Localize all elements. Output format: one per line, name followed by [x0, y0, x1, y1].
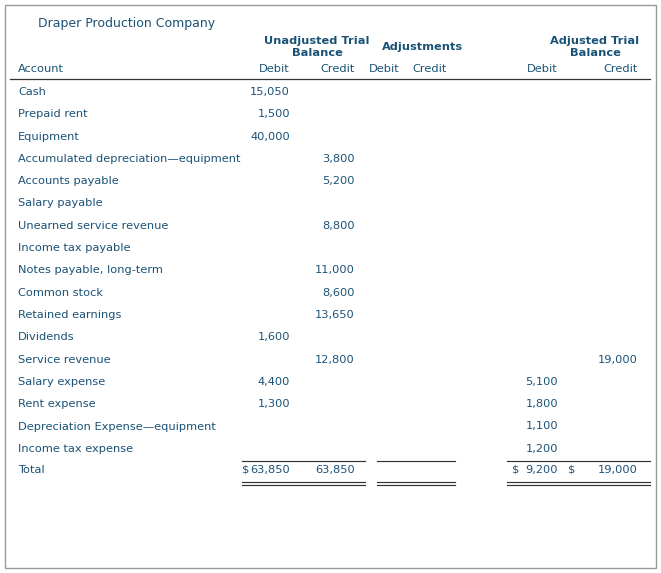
- Text: Debit: Debit: [527, 64, 558, 74]
- Text: Cash: Cash: [18, 87, 46, 97]
- Text: Service revenue: Service revenue: [18, 355, 110, 364]
- Text: 9,200: 9,200: [525, 465, 558, 475]
- Text: 40,000: 40,000: [251, 132, 290, 142]
- Text: Accumulated depreciation—equipment: Accumulated depreciation—equipment: [18, 154, 241, 164]
- Text: $: $: [568, 465, 575, 475]
- FancyBboxPatch shape: [5, 5, 656, 568]
- Text: Salary payable: Salary payable: [18, 198, 102, 209]
- Text: Unearned service revenue: Unearned service revenue: [18, 221, 169, 231]
- Text: Account: Account: [18, 64, 64, 74]
- Text: 12,800: 12,800: [315, 355, 355, 364]
- Text: Debit: Debit: [259, 64, 290, 74]
- Text: Salary expense: Salary expense: [18, 377, 105, 387]
- Text: 3,800: 3,800: [323, 154, 355, 164]
- Text: Unadjusted Trial
Balance: Unadjusted Trial Balance: [264, 36, 369, 58]
- Text: 8,800: 8,800: [323, 221, 355, 231]
- Text: 11,000: 11,000: [315, 265, 355, 276]
- Text: 1,600: 1,600: [258, 332, 290, 342]
- Text: Dividends: Dividends: [18, 332, 75, 342]
- Text: Adjustments: Adjustments: [383, 42, 463, 52]
- Text: 1,800: 1,800: [525, 399, 558, 409]
- Text: Income tax payable: Income tax payable: [18, 243, 130, 253]
- Text: 1,500: 1,500: [257, 109, 290, 119]
- Text: Prepaid rent: Prepaid rent: [18, 109, 88, 119]
- Text: Rent expense: Rent expense: [18, 399, 96, 409]
- Text: 4,400: 4,400: [258, 377, 290, 387]
- Text: Credit: Credit: [412, 64, 447, 74]
- Text: Draper Production Company: Draper Production Company: [38, 18, 215, 30]
- Text: 15,050: 15,050: [250, 87, 290, 97]
- Text: Credit: Credit: [321, 64, 355, 74]
- Text: 19,000: 19,000: [598, 355, 638, 364]
- Text: Adjusted Trial
Balance: Adjusted Trial Balance: [551, 36, 640, 58]
- Text: Common stock: Common stock: [18, 288, 103, 298]
- Text: Accounts payable: Accounts payable: [18, 176, 119, 186]
- Text: 63,850: 63,850: [251, 465, 290, 475]
- Text: Debit: Debit: [369, 64, 400, 74]
- Text: 13,650: 13,650: [315, 310, 355, 320]
- Text: Depreciation Expense—equipment: Depreciation Expense—equipment: [18, 422, 216, 431]
- Text: Total: Total: [18, 465, 45, 475]
- Text: 5,100: 5,100: [525, 377, 558, 387]
- Text: 5,200: 5,200: [323, 176, 355, 186]
- Text: Retained earnings: Retained earnings: [18, 310, 122, 320]
- Text: 8,600: 8,600: [323, 288, 355, 298]
- Text: 1,200: 1,200: [525, 444, 558, 454]
- Text: Income tax expense: Income tax expense: [18, 444, 133, 454]
- Text: $: $: [242, 465, 249, 475]
- Text: $: $: [512, 465, 520, 475]
- Text: 1,300: 1,300: [257, 399, 290, 409]
- Text: 63,850: 63,850: [315, 465, 355, 475]
- Text: Notes payable, long-term: Notes payable, long-term: [18, 265, 163, 276]
- Text: 19,000: 19,000: [598, 465, 638, 475]
- Text: Credit: Credit: [603, 64, 638, 74]
- Text: 1,100: 1,100: [525, 422, 558, 431]
- Text: Equipment: Equipment: [18, 132, 80, 142]
